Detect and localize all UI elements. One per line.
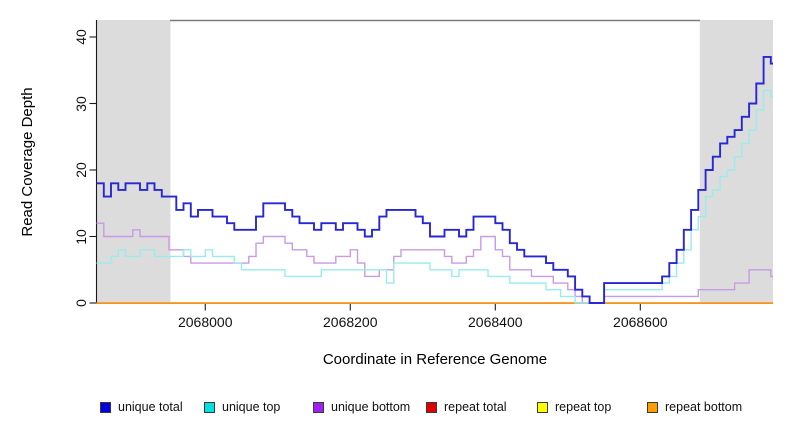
legend-swatch-icon [647,401,658,413]
x-tick-label: 2068600 [613,314,668,330]
legend-swatch-icon [537,401,548,413]
y-tick-label: 40 [73,29,89,45]
legend-label: repeat top [555,400,612,414]
legend-label: repeat bottom [665,400,743,414]
x-tick-label: 2068200 [323,314,378,330]
y-tick-label: 20 [73,162,89,178]
y-axis-title: Read Coverage Depth [19,87,36,237]
series-line-unique-top [96,89,773,304]
series-line-unique-total [96,55,773,304]
x-tick-label: 2068400 [468,314,523,330]
legend-swatch-icon [426,401,437,413]
legend-label: unique bottom [331,400,411,414]
legend-item-repeat-total: repeat total [426,399,507,415]
legend-label: unique top [222,400,281,414]
legend-item-repeat-bottom: repeat bottom [647,399,742,415]
legend-item-unique-top: unique top [204,399,280,415]
y-tick-label: 30 [73,95,89,112]
legend-swatch-icon [313,401,324,413]
legend-item-unique-bottom: unique bottom [313,399,410,415]
series-line-unique-bottom [96,222,773,304]
legend-item-repeat-top: repeat top [537,399,611,415]
legend-swatch-icon [100,401,111,413]
legend-item-unique-total: unique total [100,399,183,415]
y-tick-label: 0 [73,299,89,307]
y-tick-label: 10 [73,228,89,245]
x-axis-title: Coordinate in Reference Genome [322,351,548,368]
shaded-region [699,20,773,303]
legend-label: unique total [118,400,183,414]
x-tick-label: 2068000 [177,314,233,330]
legend-label: repeat total [444,400,507,414]
shaded-region [96,20,171,303]
legend-swatch-icon [204,401,215,413]
